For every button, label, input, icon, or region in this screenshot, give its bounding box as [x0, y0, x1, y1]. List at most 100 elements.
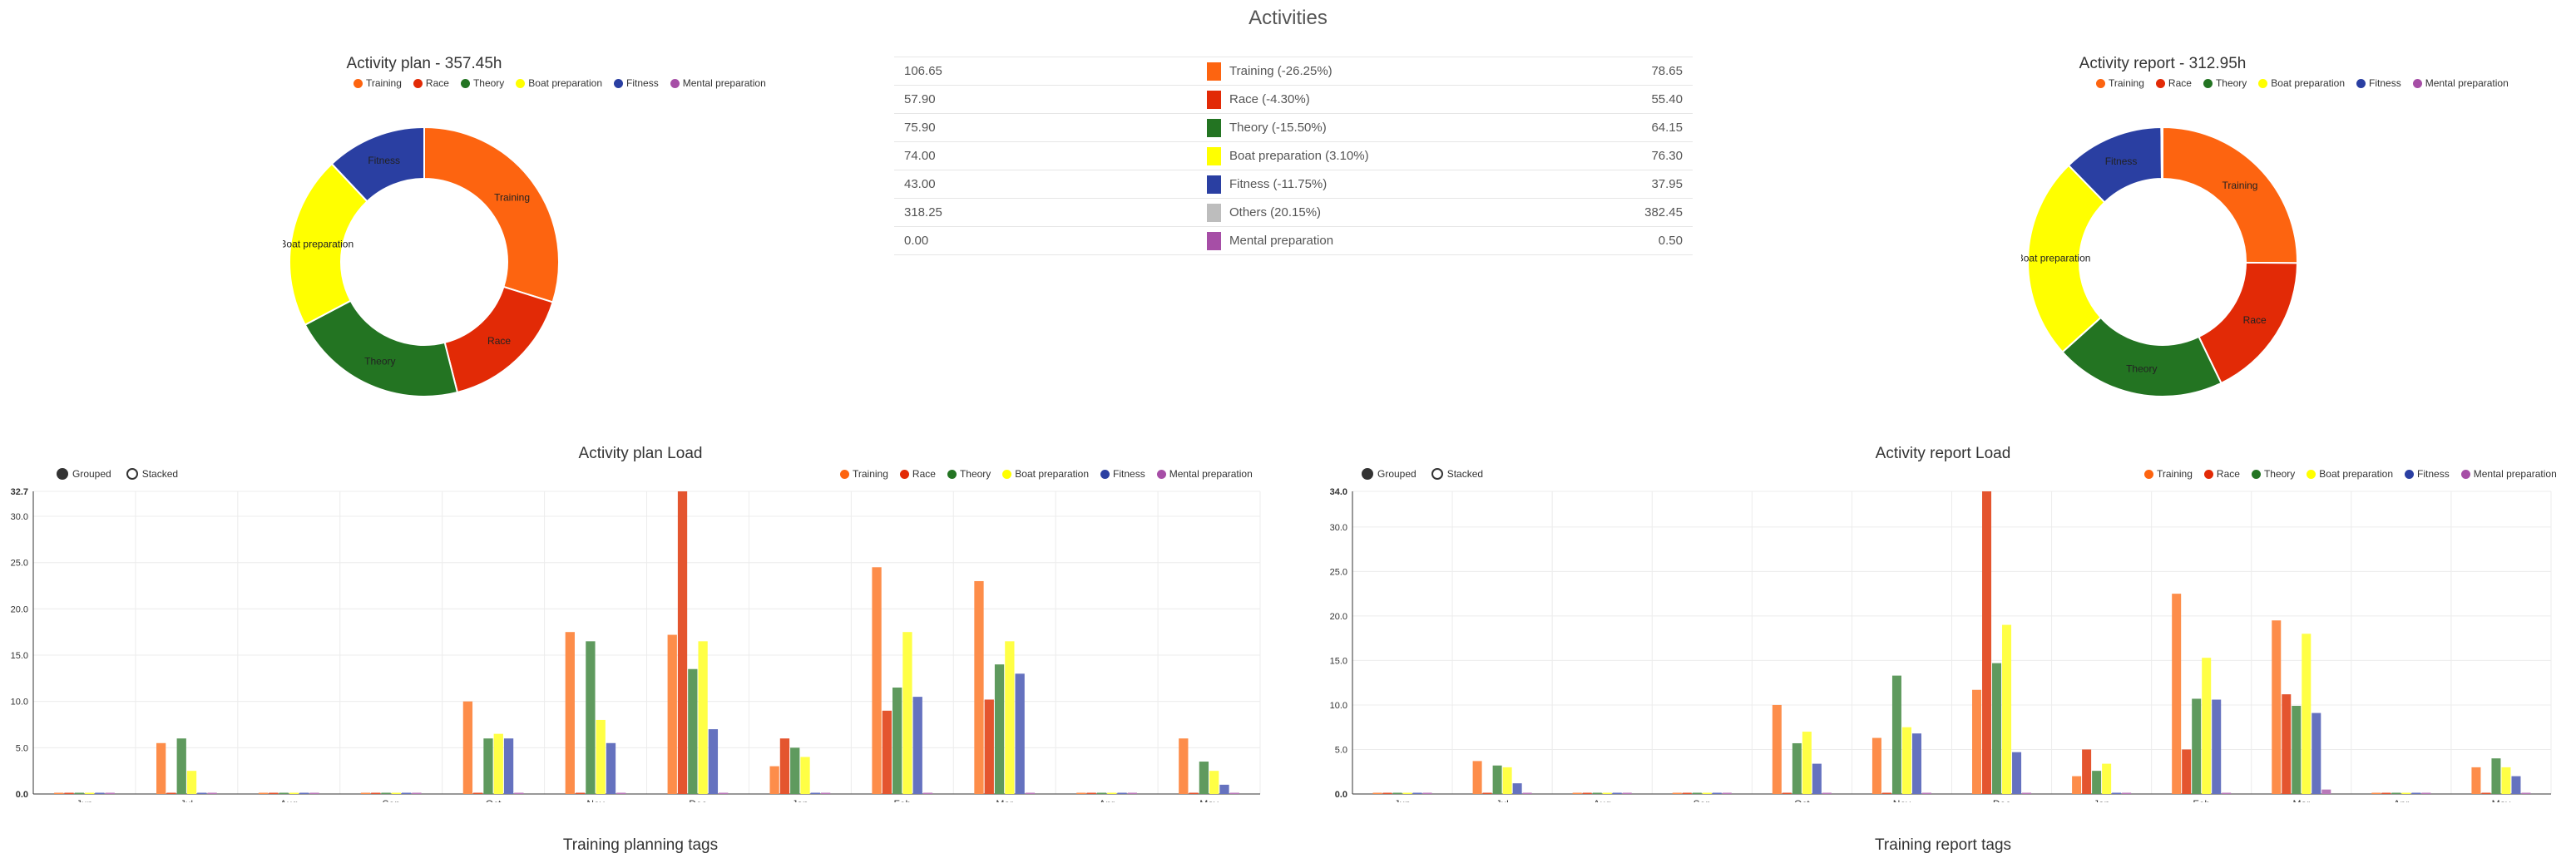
bar-training-nov[interactable] — [565, 632, 575, 794]
bar-boat-preparation-jan[interactable] — [2102, 763, 2112, 794]
legend-item-fitness[interactable]: Fitness — [1100, 468, 1145, 480]
bar-mental-preparation-sep[interactable] — [412, 792, 422, 795]
bar-boat-preparation-oct[interactable] — [1802, 732, 1812, 794]
donut-slice-training[interactable] — [2162, 126, 2298, 264]
bar-theory-oct[interactable] — [483, 738, 493, 794]
bar-training-jul[interactable] — [156, 742, 166, 794]
bar-theory-oct[interactable] — [1792, 742, 1802, 794]
donut-slice-fitness[interactable] — [330, 126, 425, 203]
bar-theory-sep[interactable] — [381, 792, 391, 795]
bar-race-oct[interactable] — [1782, 792, 1792, 795]
bar-fitness-jun[interactable] — [1412, 792, 1422, 795]
bar-theory-feb[interactable] — [2192, 698, 2202, 794]
bar-fitness-jul[interactable] — [1512, 783, 1522, 794]
bar-training-aug[interactable] — [1572, 792, 1582, 795]
bar-race-sep[interactable] — [371, 792, 381, 795]
bar-boat-preparation-jul[interactable] — [1502, 767, 1512, 794]
bar-race-jun[interactable] — [1382, 792, 1392, 795]
bar-training-mar[interactable] — [974, 580, 984, 794]
bar-fitness-sep[interactable] — [402, 792, 412, 795]
bar-theory-nov[interactable] — [1891, 675, 1901, 794]
bar-training-feb[interactable] — [872, 567, 882, 794]
bar-mental-preparation-feb[interactable] — [922, 792, 933, 795]
bar-mental-preparation-oct[interactable] — [514, 792, 524, 795]
bar-theory-jan[interactable] — [790, 747, 800, 794]
bar-mental-preparation-nov[interactable] — [616, 792, 626, 795]
bar-boat-preparation-may[interactable] — [2501, 767, 2511, 794]
bar-mental-preparation-mar[interactable] — [1025, 792, 1036, 795]
bar-training-may[interactable] — [2471, 767, 2481, 794]
legend-item-mental-preparation[interactable]: Mental preparation — [2460, 468, 2557, 480]
bar-training-sep[interactable] — [1672, 792, 1682, 795]
bar-theory-may[interactable] — [1199, 762, 1209, 794]
legend-item-boat-preparation[interactable]: Boat preparation — [2307, 468, 2393, 480]
bar-theory-aug[interactable] — [1592, 792, 1602, 795]
bar-fitness-may[interactable] — [1219, 784, 1229, 794]
bar-fitness-aug[interactable] — [299, 792, 309, 795]
bar-boat-preparation-jun[interactable] — [84, 792, 95, 795]
legend-item-theory[interactable]: Theory — [947, 468, 991, 480]
bar-fitness-jul[interactable] — [197, 792, 207, 795]
bar-fitness-oct[interactable] — [503, 738, 514, 794]
bar-training-sep[interactable] — [360, 792, 371, 795]
bar-race-sep[interactable] — [1682, 792, 1692, 795]
legend-item-training[interactable]: Training — [354, 77, 402, 89]
donut-slice-mental-preparation[interactable] — [2160, 126, 2163, 180]
bar-boat-preparation-feb[interactable] — [2202, 658, 2212, 794]
bar-race-dec[interactable] — [1982, 491, 1992, 794]
bar-theory-jul[interactable] — [1492, 765, 1502, 794]
report-grouped-radio[interactable]: Grouped — [1362, 468, 1417, 480]
bar-mental-preparation-aug[interactable] — [309, 792, 319, 795]
legend-item-boat-preparation[interactable]: Boat preparation — [516, 77, 602, 89]
bar-theory-jun[interactable] — [74, 792, 84, 795]
legend-item-fitness[interactable]: Fitness — [2405, 468, 2450, 480]
bar-boat-preparation-may[interactable] — [1209, 771, 1219, 794]
bar-race-jul[interactable] — [1482, 792, 1492, 795]
bar-boat-preparation-mar[interactable] — [1005, 641, 1015, 794]
legend-item-race[interactable]: Race — [2203, 468, 2240, 480]
bar-mental-preparation-jul[interactable] — [1522, 792, 1532, 795]
bar-theory-mar[interactable] — [994, 664, 1005, 794]
report-stacked-radio[interactable]: Stacked — [1431, 468, 1483, 480]
bar-training-jan[interactable] — [2072, 776, 2082, 794]
bar-mental-preparation-may[interactable] — [1229, 792, 1239, 795]
bar-race-may[interactable] — [2481, 792, 2491, 795]
legend-item-boat-preparation[interactable]: Boat preparation — [1002, 468, 1089, 480]
bar-boat-preparation-jan[interactable] — [800, 757, 810, 794]
bar-mental-preparation-jun[interactable] — [105, 792, 115, 795]
donut-slice-training[interactable] — [423, 126, 560, 303]
bar-fitness-may[interactable] — [2511, 776, 2521, 794]
donut-slice-boat-preparation[interactable] — [2027, 164, 2106, 353]
bar-boat-preparation-jul[interactable] — [186, 771, 197, 794]
bar-boat-preparation-feb[interactable] — [902, 632, 912, 794]
bar-training-oct[interactable] — [1772, 704, 1782, 794]
bar-race-may[interactable] — [1189, 792, 1199, 795]
bar-race-jun[interactable] — [64, 792, 74, 795]
bar-race-mar[interactable] — [984, 699, 994, 794]
plan-grouped-radio[interactable]: Grouped — [57, 468, 111, 480]
bar-theory-sep[interactable] — [1692, 792, 1702, 795]
bar-boat-preparation-sep[interactable] — [1702, 792, 1712, 795]
legend-item-mental-preparation[interactable]: Mental preparation — [1156, 468, 1253, 480]
legend-item-theory[interactable]: Theory — [2251, 468, 2295, 480]
bar-fitness-jun[interactable] — [95, 792, 105, 795]
bar-boat-preparation-mar[interactable] — [2302, 634, 2311, 794]
bar-race-jan[interactable] — [779, 738, 790, 794]
legend-item-training[interactable]: Training — [2096, 77, 2144, 89]
bar-training-jul[interactable] — [1472, 761, 1482, 794]
bar-training-jun[interactable] — [54, 792, 64, 795]
bar-mental-preparation-dec[interactable] — [2022, 792, 2032, 795]
bar-fitness-mar[interactable] — [2311, 713, 2321, 794]
bar-race-oct[interactable] — [473, 792, 483, 795]
bar-boat-preparation-apr[interactable] — [2401, 792, 2411, 795]
bar-training-apr[interactable] — [1076, 792, 1086, 795]
bar-mental-preparation-aug[interactable] — [1622, 792, 1632, 795]
bar-theory-aug[interactable] — [279, 792, 289, 795]
bar-training-nov[interactable] — [1871, 737, 1881, 794]
bar-fitness-aug[interactable] — [1612, 792, 1622, 795]
legend-item-training[interactable]: Training — [2144, 468, 2193, 480]
bar-fitness-apr[interactable] — [1117, 792, 1127, 795]
bar-fitness-oct[interactable] — [1812, 763, 1822, 794]
bar-boat-preparation-oct[interactable] — [493, 733, 503, 794]
bar-race-nov[interactable] — [1881, 792, 1891, 795]
